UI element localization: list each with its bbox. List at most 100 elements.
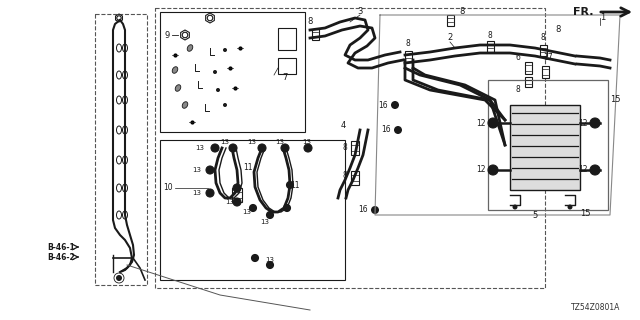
Text: 8: 8 xyxy=(342,143,348,153)
Circle shape xyxy=(568,204,573,210)
Text: B-46-2: B-46-2 xyxy=(47,252,75,261)
Bar xyxy=(278,58,296,74)
Text: 8: 8 xyxy=(460,7,465,17)
Circle shape xyxy=(371,206,379,214)
Text: 13: 13 xyxy=(303,139,312,145)
Text: 16: 16 xyxy=(381,125,391,134)
Text: 13: 13 xyxy=(221,139,230,145)
Ellipse shape xyxy=(116,184,122,192)
Circle shape xyxy=(590,165,600,175)
Ellipse shape xyxy=(122,156,127,164)
Bar xyxy=(95,14,147,285)
Text: 8: 8 xyxy=(516,85,520,94)
Ellipse shape xyxy=(122,126,127,134)
Bar xyxy=(312,29,319,40)
Text: 3: 3 xyxy=(357,7,363,17)
Bar xyxy=(351,171,359,185)
Text: 13: 13 xyxy=(225,199,234,205)
Ellipse shape xyxy=(116,71,122,79)
Ellipse shape xyxy=(172,67,178,73)
Bar xyxy=(155,8,545,288)
Circle shape xyxy=(233,189,241,197)
Text: 6: 6 xyxy=(516,53,520,62)
Bar xyxy=(351,141,359,155)
Circle shape xyxy=(394,126,402,134)
Text: 13: 13 xyxy=(193,190,202,196)
Text: 15: 15 xyxy=(610,95,620,105)
Bar xyxy=(487,41,494,52)
Text: 12: 12 xyxy=(476,118,486,127)
Ellipse shape xyxy=(122,184,127,192)
Circle shape xyxy=(266,212,273,219)
Circle shape xyxy=(250,204,257,212)
Circle shape xyxy=(488,165,498,175)
Text: B-46-1: B-46-1 xyxy=(47,243,75,252)
Circle shape xyxy=(304,144,312,152)
Ellipse shape xyxy=(182,102,188,108)
Bar xyxy=(510,105,580,190)
Text: 8: 8 xyxy=(342,171,348,180)
Text: 16: 16 xyxy=(358,205,368,214)
Ellipse shape xyxy=(122,96,127,104)
Text: 8: 8 xyxy=(556,26,561,35)
Circle shape xyxy=(284,204,291,212)
Text: 17: 17 xyxy=(543,53,553,62)
Text: 11: 11 xyxy=(291,180,300,189)
Bar xyxy=(232,188,242,202)
Text: 8: 8 xyxy=(307,18,313,27)
Ellipse shape xyxy=(188,45,193,51)
Ellipse shape xyxy=(175,85,180,91)
Circle shape xyxy=(281,144,289,152)
Circle shape xyxy=(206,189,214,197)
Circle shape xyxy=(287,181,294,188)
Text: 12: 12 xyxy=(579,118,588,127)
Circle shape xyxy=(206,166,214,174)
Polygon shape xyxy=(205,13,214,23)
Text: 8: 8 xyxy=(406,39,410,49)
Ellipse shape xyxy=(122,211,127,219)
Text: 13: 13 xyxy=(193,167,202,173)
Text: 13: 13 xyxy=(266,257,275,263)
Text: 4: 4 xyxy=(340,121,346,130)
Polygon shape xyxy=(180,30,189,40)
Circle shape xyxy=(252,254,259,261)
Circle shape xyxy=(266,261,273,268)
Text: 16: 16 xyxy=(378,100,388,109)
Ellipse shape xyxy=(116,126,122,134)
Circle shape xyxy=(211,144,219,152)
Ellipse shape xyxy=(116,211,122,219)
Text: TZ54Z0801A: TZ54Z0801A xyxy=(571,303,620,313)
Text: 13: 13 xyxy=(260,219,269,225)
Text: FR.: FR. xyxy=(573,7,593,17)
Bar xyxy=(525,62,532,74)
Text: 13: 13 xyxy=(248,139,257,145)
Circle shape xyxy=(223,48,227,52)
Text: 9: 9 xyxy=(164,30,170,39)
Ellipse shape xyxy=(122,44,127,52)
Text: 13: 13 xyxy=(275,139,285,145)
Circle shape xyxy=(216,88,220,92)
Text: 13: 13 xyxy=(243,209,252,215)
Text: 15: 15 xyxy=(580,209,590,218)
Circle shape xyxy=(488,118,498,128)
Text: 12: 12 xyxy=(476,165,486,174)
Text: 10: 10 xyxy=(163,183,173,193)
Text: 1: 1 xyxy=(600,13,605,22)
Text: 5: 5 xyxy=(532,211,538,220)
Bar xyxy=(488,80,608,210)
Text: 8: 8 xyxy=(541,34,545,43)
Ellipse shape xyxy=(116,44,122,52)
Circle shape xyxy=(590,118,600,128)
Bar xyxy=(278,28,296,50)
Polygon shape xyxy=(116,14,122,22)
Bar xyxy=(405,51,412,62)
Circle shape xyxy=(233,198,241,206)
Circle shape xyxy=(229,144,237,152)
Ellipse shape xyxy=(122,71,127,79)
Circle shape xyxy=(223,103,227,107)
Text: 12: 12 xyxy=(579,165,588,174)
Bar xyxy=(447,15,454,26)
Text: 11: 11 xyxy=(243,164,253,172)
Ellipse shape xyxy=(116,156,122,164)
Circle shape xyxy=(258,144,266,152)
